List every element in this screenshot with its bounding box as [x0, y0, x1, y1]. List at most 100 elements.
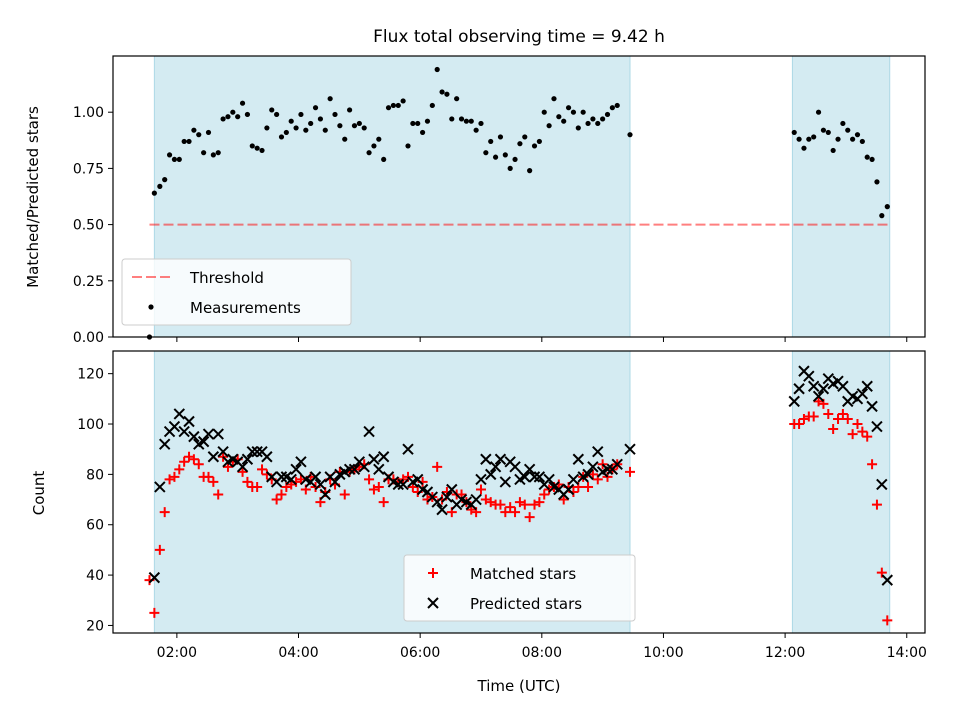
measurement-point — [609, 105, 615, 111]
predicted-star-point — [499, 476, 512, 488]
measurement-point — [556, 114, 562, 120]
measurement-point — [424, 118, 431, 124]
measurement-point — [541, 109, 547, 115]
predicted-star-point — [837, 380, 849, 392]
measurement-point — [473, 127, 479, 133]
measurement-point — [884, 204, 890, 210]
matched-star-point — [242, 476, 253, 487]
measurement-point — [342, 136, 348, 142]
matched-star-point — [534, 497, 545, 508]
matched-star-point — [495, 499, 506, 510]
predicted-star-point — [197, 435, 210, 448]
observing-span — [791, 55, 891, 338]
legend-threshold-label: Threshold — [189, 269, 264, 287]
matched-star-point — [179, 456, 190, 467]
measurement-point — [264, 125, 270, 131]
predicted-star-point — [236, 461, 249, 473]
predicted-star-point — [533, 471, 546, 483]
measurement-point — [796, 136, 802, 142]
measurement-point — [390, 102, 396, 109]
predicted-star-point — [343, 463, 356, 476]
matched-star-point — [188, 454, 199, 465]
measurement-point — [303, 127, 309, 133]
predicted-star-point — [207, 451, 220, 463]
measurement-point — [254, 145, 260, 151]
y-tick-label: 80 — [86, 467, 104, 483]
measurement-point — [181, 138, 187, 145]
measurement-point — [627, 132, 633, 138]
predicted-star-point — [217, 446, 229, 458]
measurement-point — [308, 120, 314, 127]
matched-star-point — [837, 408, 848, 419]
predicted-star-point — [812, 390, 825, 403]
matched-star-point — [203, 471, 214, 482]
measurement-point — [176, 156, 182, 163]
matched-star-point — [159, 507, 170, 518]
bottom-y-axis-label: Count — [30, 471, 48, 516]
x-tick-label: 12:00 — [765, 645, 805, 661]
matched-star-point — [154, 544, 165, 555]
matched-star-point — [276, 489, 287, 500]
matched-star-point — [432, 461, 443, 472]
predicted-star-point — [319, 488, 331, 501]
measurement-point — [400, 98, 406, 104]
measurement-point — [162, 177, 168, 183]
y-tick-label: 100 — [77, 417, 104, 433]
measurement-point — [215, 150, 221, 156]
measurement-point — [478, 120, 484, 127]
measurement-point — [191, 127, 197, 133]
predicted-star-point — [788, 395, 800, 408]
measurement-point — [468, 118, 474, 124]
matched-star-point — [169, 471, 180, 482]
y-tick-label: 60 — [86, 518, 104, 534]
predicted-star-point — [377, 451, 390, 463]
measurement-point — [235, 114, 241, 120]
predicted-star-point — [871, 420, 883, 433]
matched-star-point — [808, 411, 819, 422]
legend-matched-label: Matched stars — [470, 565, 576, 583]
measurement-point — [791, 129, 797, 136]
predicted-star-point — [285, 473, 297, 486]
legend-matched-swatch — [428, 568, 438, 578]
x-tick-label: 04:00 — [278, 645, 318, 661]
predicted-star-point — [314, 478, 327, 491]
matched-star-point — [149, 607, 160, 618]
predicted-star-point — [158, 438, 171, 450]
predicted-star-point — [431, 496, 443, 508]
predicted-star-point — [489, 461, 502, 473]
matched-star-point — [862, 431, 873, 442]
measurement-point — [561, 118, 567, 124]
measurement-point — [580, 109, 586, 115]
predicted-star-point — [475, 473, 487, 486]
measurement-point — [879, 213, 885, 219]
measurement-point — [366, 150, 372, 156]
measurement-point — [186, 138, 192, 145]
predicted-star-point — [173, 408, 186, 420]
measurement-point — [600, 116, 606, 122]
measurement-point — [825, 129, 831, 136]
matched-star-point — [257, 464, 268, 475]
measurement-point — [458, 116, 465, 122]
predicted-star-point — [148, 571, 161, 584]
measurement-point — [502, 152, 508, 158]
legend-box — [121, 258, 352, 326]
measurement-point — [522, 134, 528, 140]
measurement-point — [356, 120, 362, 127]
measurement-point — [201, 150, 207, 156]
measurement-point — [869, 156, 875, 163]
predicted-star-point — [329, 476, 341, 488]
measurement-point — [239, 100, 246, 106]
predicted-star-point — [251, 446, 263, 458]
measurement-point — [274, 111, 280, 118]
axes-frame — [112, 350, 926, 634]
predicted-star-point — [866, 400, 878, 413]
chart-title: Flux total observing time = 9.42 h — [373, 27, 665, 47]
series-measurements — [146, 66, 890, 340]
predicted-star-point — [183, 415, 195, 428]
matched-star-point — [871, 499, 882, 510]
predicted-star-point — [817, 383, 830, 395]
legend-measurements-label: Measurements — [190, 299, 301, 317]
measurement-point — [434, 66, 440, 73]
observing-span — [791, 350, 891, 634]
y-tick-label: 120 — [77, 367, 104, 383]
